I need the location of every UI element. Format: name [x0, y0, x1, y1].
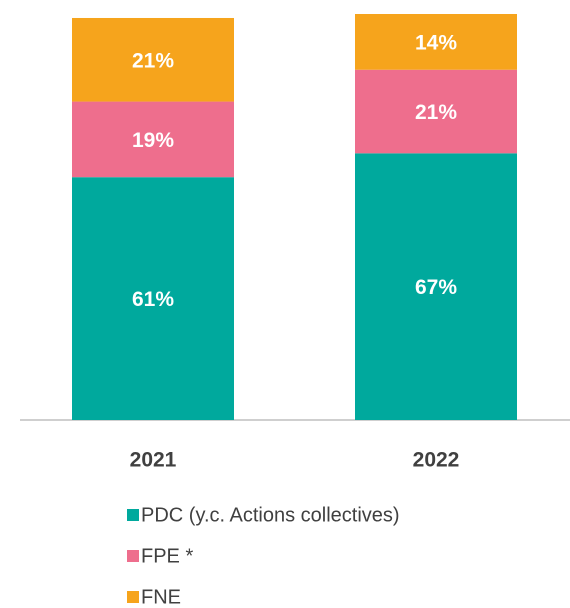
bar-segment — [355, 153, 517, 420]
legend-swatch — [127, 509, 139, 521]
legend-swatch — [127, 550, 139, 562]
value-label: 21% — [132, 49, 174, 72]
legend-label: FPE * — [141, 545, 193, 567]
value-label: 21% — [415, 101, 457, 124]
legend-label: PDC (y.c. Actions collectives) — [141, 504, 400, 526]
bar-segment — [72, 177, 234, 420]
x-tick-label: 2021 — [130, 449, 177, 472]
value-label: 19% — [132, 129, 174, 152]
legend-swatch — [127, 591, 139, 603]
value-label: 61% — [132, 288, 174, 311]
bar-segment — [72, 101, 234, 178]
bar-segment — [355, 14, 517, 70]
value-label: 14% — [415, 31, 457, 54]
value-label: 67% — [415, 276, 457, 299]
legend-label: FNE — [141, 586, 181, 608]
bar-segment — [72, 17, 234, 102]
bar-segment — [355, 69, 517, 154]
x-tick-label: 2022 — [413, 449, 460, 472]
